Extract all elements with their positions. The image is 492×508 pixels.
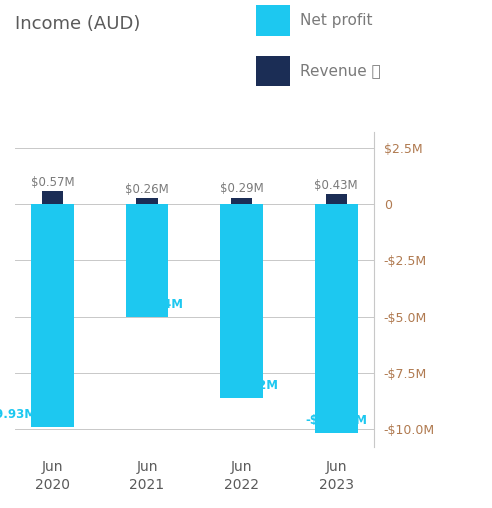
Bar xyxy=(126,204,168,318)
Bar xyxy=(42,191,63,204)
FancyBboxPatch shape xyxy=(256,56,290,86)
Text: -$9.93M: -$9.93M xyxy=(0,408,37,421)
Text: $0.29M: $0.29M xyxy=(220,182,264,195)
Text: -$5.04M: -$5.04M xyxy=(129,298,184,311)
Text: $0.57M: $0.57M xyxy=(31,176,74,188)
FancyBboxPatch shape xyxy=(256,5,290,36)
Text: -$8.62M: -$8.62M xyxy=(224,378,278,392)
Text: Net profit: Net profit xyxy=(300,13,372,28)
Text: Revenue ⓘ: Revenue ⓘ xyxy=(300,64,381,79)
Text: $0.26M: $0.26M xyxy=(125,182,169,196)
Bar xyxy=(220,204,263,398)
Text: Income (AUD): Income (AUD) xyxy=(15,15,140,33)
Text: -$10.18M: -$10.18M xyxy=(306,414,368,427)
Bar xyxy=(136,198,157,204)
Bar xyxy=(315,204,358,433)
Text: $0.43M: $0.43M xyxy=(314,179,358,192)
Bar xyxy=(326,195,347,204)
Bar xyxy=(231,198,252,204)
Bar xyxy=(31,204,74,427)
